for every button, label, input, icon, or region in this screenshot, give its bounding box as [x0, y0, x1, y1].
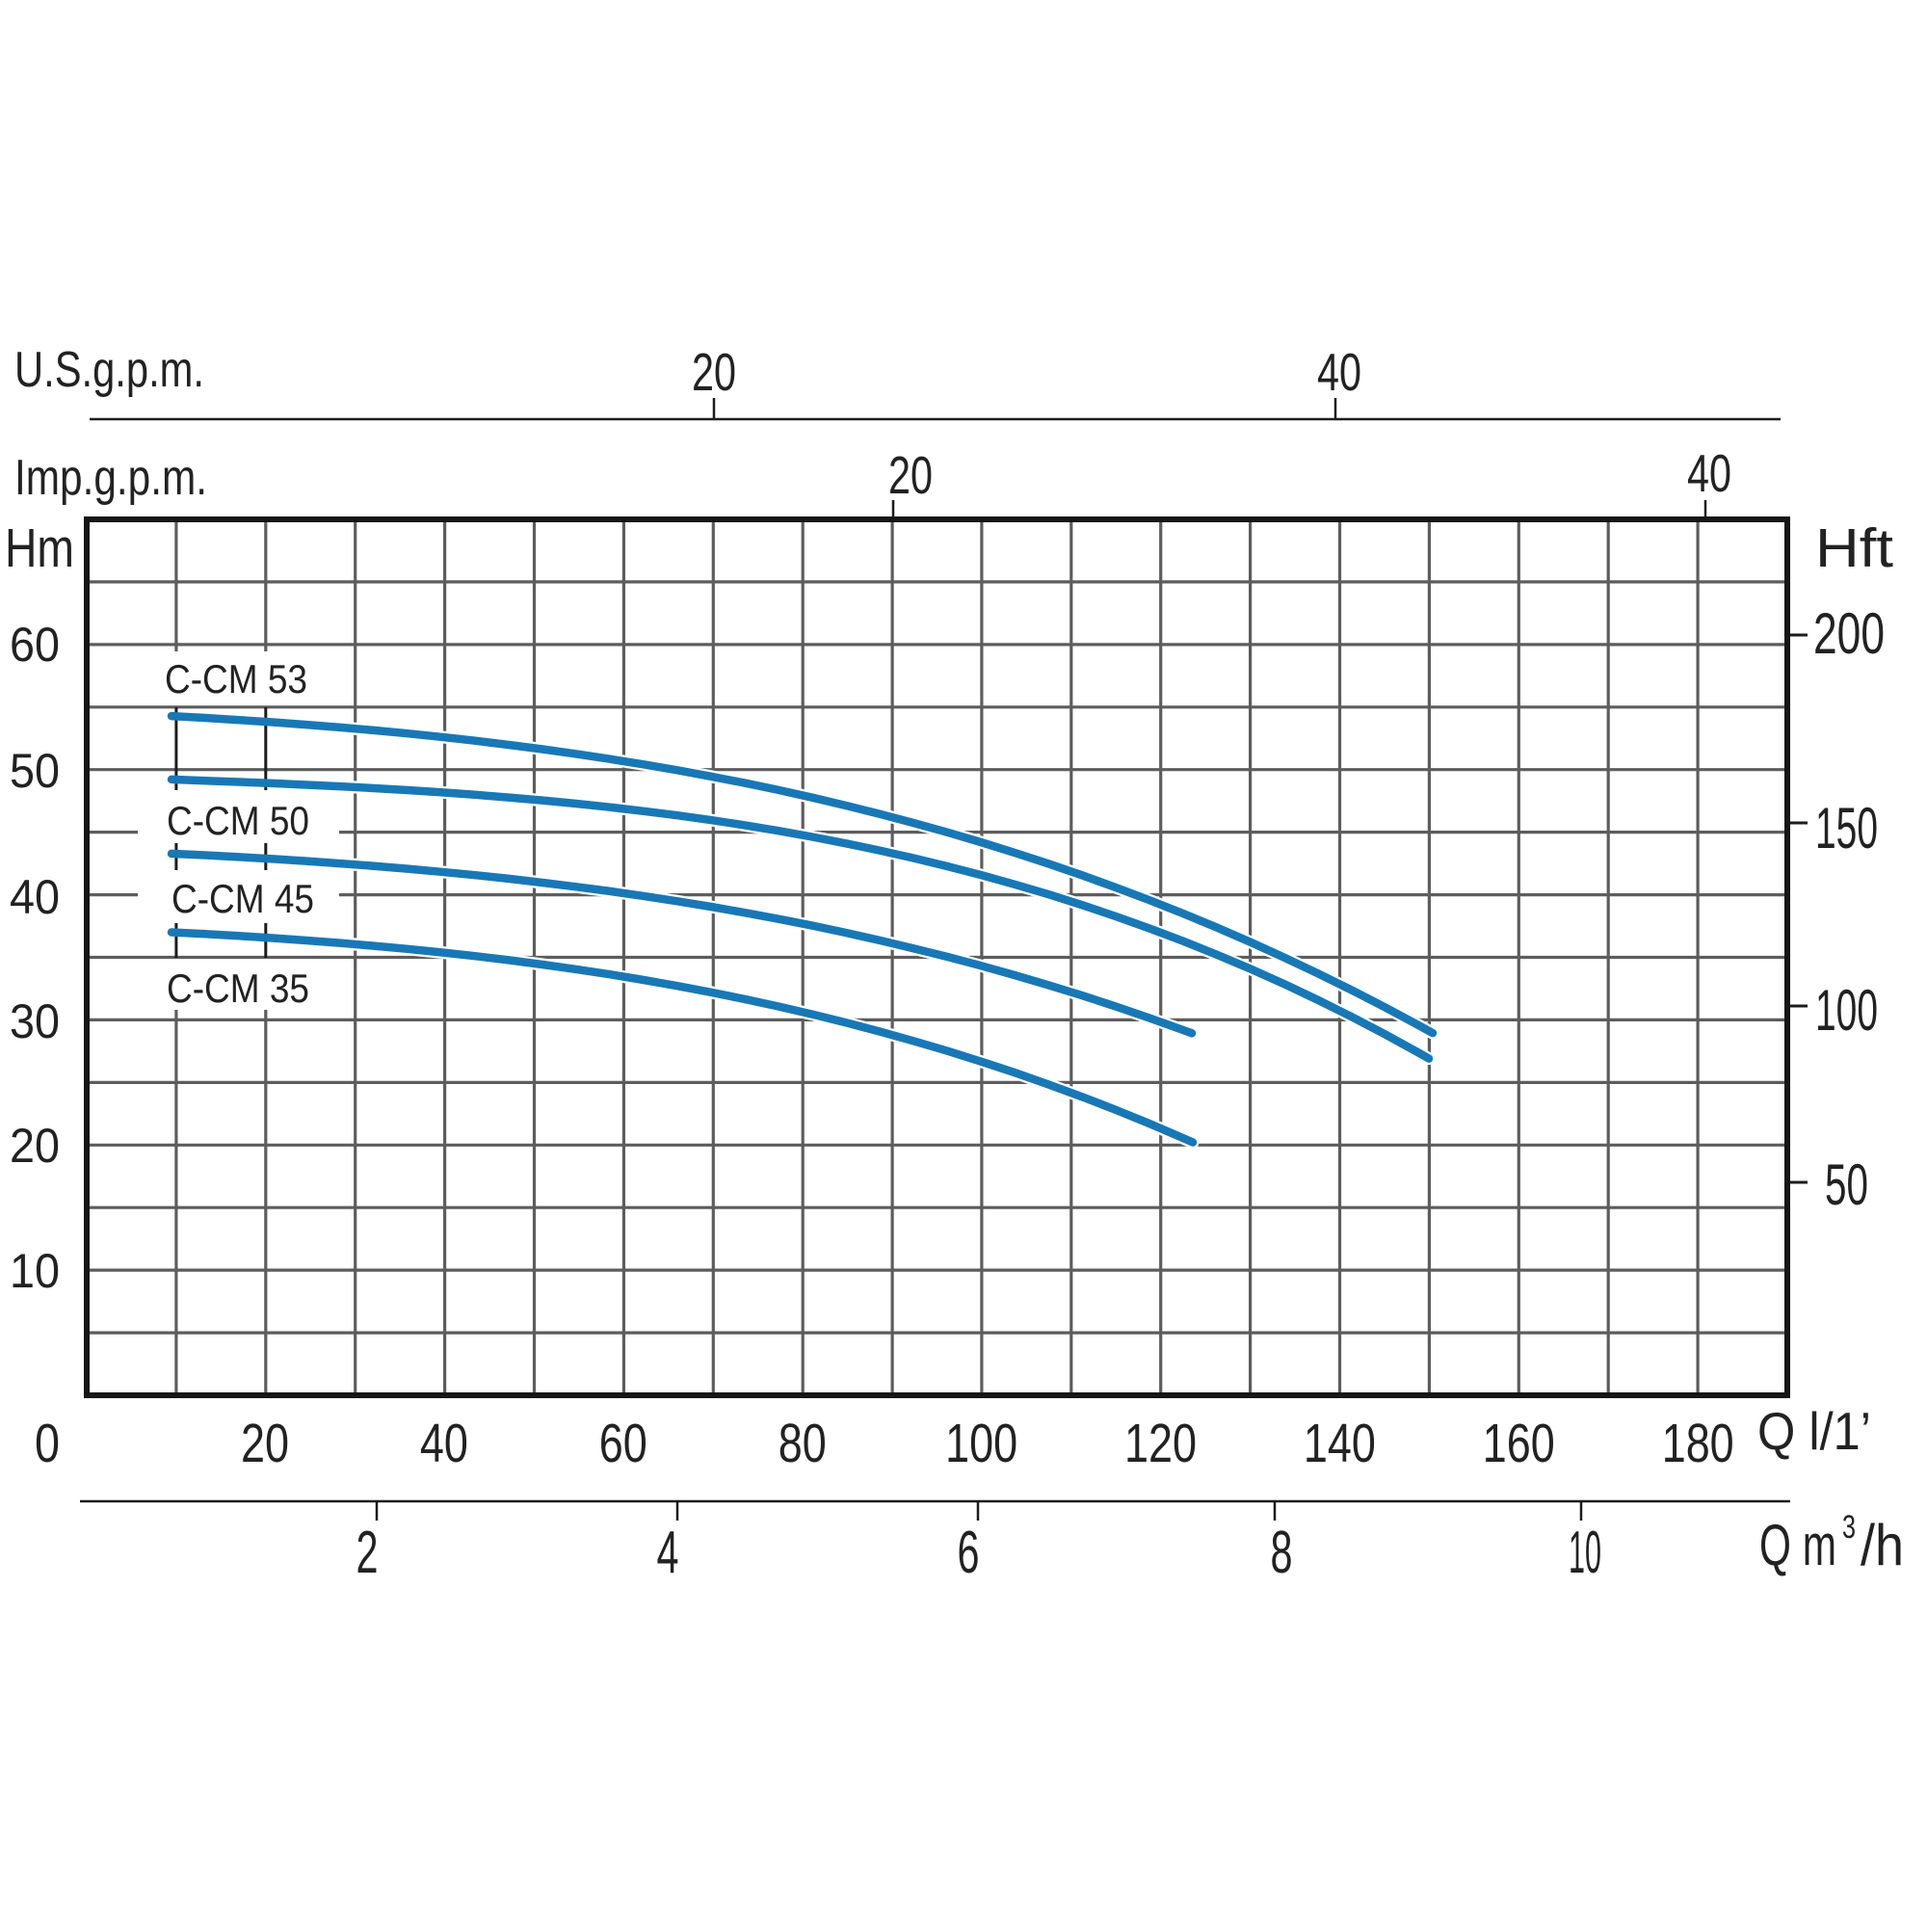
svg-text:20: 20	[692, 342, 736, 402]
svg-text:3: 3	[1842, 1509, 1856, 1546]
svg-text:C-CM 45: C-CM 45	[172, 876, 314, 921]
svg-text:140: 140	[1304, 1413, 1376, 1474]
svg-text:40: 40	[10, 870, 60, 924]
svg-text:20: 20	[888, 445, 933, 505]
svg-text:100: 100	[1815, 978, 1878, 1043]
svg-text:40: 40	[420, 1413, 468, 1474]
svg-text:Hm: Hm	[5, 517, 74, 579]
svg-text:30: 30	[10, 994, 60, 1048]
svg-text:Imp.g.p.m.: Imp.g.p.m.	[14, 450, 207, 506]
svg-text:C-CM 50: C-CM 50	[167, 798, 309, 843]
svg-text:80: 80	[779, 1413, 827, 1474]
svg-text:Q l/1’: Q l/1’	[1757, 1401, 1871, 1461]
svg-text:2: 2	[356, 1520, 379, 1586]
svg-text:100: 100	[945, 1413, 1017, 1474]
svg-text:120: 120	[1124, 1413, 1197, 1474]
svg-text:50: 50	[1825, 1152, 1868, 1217]
svg-text:10: 10	[10, 1244, 60, 1298]
svg-text:10: 10	[1569, 1520, 1601, 1586]
svg-text:40: 40	[1687, 443, 1731, 503]
svg-text:0: 0	[35, 1413, 60, 1474]
svg-text:20: 20	[10, 1119, 60, 1173]
svg-text:C-CM 35: C-CM 35	[167, 966, 309, 1011]
svg-text:Q m: Q m	[1759, 1513, 1836, 1577]
svg-text:60: 60	[10, 618, 60, 672]
svg-text:/h: /h	[1861, 1513, 1904, 1577]
svg-text:4: 4	[657, 1520, 679, 1586]
svg-text:U.S.g.p.m.: U.S.g.p.m.	[14, 342, 204, 398]
svg-text:20: 20	[241, 1413, 289, 1474]
svg-text:Hft: Hft	[1815, 517, 1893, 579]
svg-text:150: 150	[1815, 796, 1878, 860]
svg-text:8: 8	[1271, 1520, 1293, 1586]
svg-text:200: 200	[1813, 601, 1885, 666]
svg-text:160: 160	[1483, 1413, 1555, 1474]
svg-text:6: 6	[958, 1520, 980, 1586]
svg-text:40: 40	[1317, 342, 1361, 402]
svg-text:C-CM 53: C-CM 53	[165, 656, 307, 701]
svg-text:60: 60	[599, 1413, 647, 1474]
svg-text:50: 50	[10, 744, 60, 798]
svg-text:180: 180	[1662, 1413, 1734, 1474]
